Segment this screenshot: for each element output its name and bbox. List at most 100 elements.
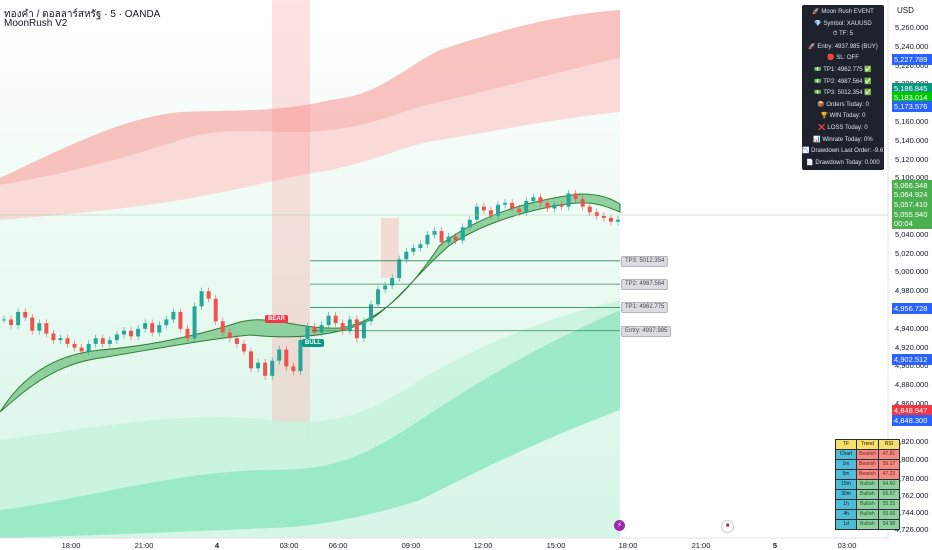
y-tick-label: 4,940.000 [895, 323, 929, 333]
trend-cell: Bullish [856, 519, 879, 530]
trend-ribbon [0, 193, 621, 413]
bull-signal: BULL [302, 339, 324, 347]
price-badge: 5,227.789 [892, 54, 932, 65]
trend-row: 30m Bullish 56.57 [835, 489, 900, 500]
candle-body [524, 200, 529, 213]
price-candles [2, 189, 620, 380]
lightning-icon[interactable]: ⚡ [614, 520, 625, 531]
y-tick-label: 4,900.000 [895, 361, 929, 371]
candle-body [481, 206, 486, 211]
trend-row: 5m Bearish 47.23 [835, 469, 900, 480]
candle-body [594, 212, 599, 217]
candle-body [573, 193, 578, 200]
price-badge: 5,066.348 [892, 180, 932, 191]
lower-band-outer [0, 310, 620, 538]
candle-body [79, 347, 84, 352]
candle-body [249, 351, 254, 369]
info-row: 🚀 Moon Rush EVENT [812, 9, 874, 15]
candle-body [121, 330, 126, 335]
x-tick-label: 09:00 [401, 541, 421, 550]
y-tick-label: 4,800.000 [895, 455, 929, 465]
candle-body [368, 304, 373, 322]
indicator-name: MoonRush V2 [4, 18, 68, 29]
candle-body [291, 366, 296, 372]
candle-body [587, 206, 592, 213]
candle-body [376, 289, 381, 305]
candle-body [474, 206, 479, 220]
x-tick-label: 06:00 [328, 541, 348, 550]
candle-body [284, 349, 289, 367]
candle-body [30, 317, 35, 331]
y-tick-label: 4,920.000 [895, 342, 929, 352]
y-tick-label: 4,762.000 [895, 491, 929, 501]
trend-cell: Bullish [856, 509, 879, 520]
x-tick-label: 4 [214, 541, 220, 550]
candle-body [65, 338, 70, 344]
info-row: 💵 TP2: 4987.564 ✅ [814, 78, 872, 85]
trend-row: 1h Bullish 55.25 [835, 499, 900, 510]
y-tick-label: 4,880.000 [895, 380, 929, 390]
trend-cell: Bearish [856, 459, 879, 470]
us-flag-icon[interactable]: ■ [721, 520, 734, 533]
trend-header-cell: TF [835, 439, 857, 450]
candle-body [23, 311, 28, 318]
level-label: TP1: 4962.775 [621, 302, 669, 314]
info-row: 📉 Drawdown Last Order: -9.675 [802, 148, 890, 155]
candle-body [206, 291, 211, 299]
rsi-cell: 56.57 [877, 489, 900, 500]
candle-body [404, 251, 409, 260]
candle-body [185, 328, 190, 339]
trend-cell: Bullish [856, 479, 879, 490]
candle-body [277, 349, 282, 361]
bear-highlight-zone [272, 0, 310, 445]
candle-body [51, 333, 56, 341]
y-tick-label: 5,220.000 [895, 60, 929, 70]
y-tick-label: 5,020.000 [895, 248, 929, 258]
candle-body [72, 343, 77, 348]
info-panel: 🚀 Moon Rush EVENT 💎 Symbol: XAUUSD ⏱ TF: 5… [802, 5, 890, 170]
candle-body [361, 321, 366, 339]
candle-body [488, 210, 493, 217]
tf-cell: 5m [835, 469, 857, 480]
rsi-cell: 55.56 [877, 509, 900, 520]
candle-body [256, 362, 261, 369]
info-row: 💎 Symbol: XAUUSD [814, 20, 872, 27]
candle-body [44, 323, 49, 334]
x-tick-label: 21:00 [134, 541, 154, 550]
candle-body [432, 231, 437, 235]
price-badge: 5,186.845 [892, 83, 932, 94]
candle-body [136, 328, 141, 337]
tf-cell: 1m [835, 459, 857, 470]
tf-cell: 4h [835, 509, 857, 520]
tp-level-lines [310, 260, 620, 332]
info-row: 📊 Winrate Today: 0% [813, 136, 873, 143]
price-badge: 5,173.576 [892, 101, 932, 112]
candle-body [503, 202, 508, 205]
bear-signal: BEAR [265, 315, 289, 323]
candle-body [340, 323, 345, 331]
x-tick-label: 12:00 [473, 541, 493, 550]
candle-body [129, 330, 134, 337]
level-label: TP3: 5012.354 [621, 255, 669, 267]
rsi-cell: 64.60 [877, 479, 900, 490]
candle-body [114, 334, 119, 341]
candle-body [616, 219, 620, 222]
candle-body [150, 323, 155, 333]
candle-body [496, 204, 501, 217]
candle-body [354, 319, 359, 339]
candle-body [305, 326, 310, 341]
candle-body [178, 311, 183, 329]
price-badge: 4,848.300 [892, 415, 932, 426]
info-row: 🔴 SL: OFF [827, 55, 859, 62]
candle-body [164, 319, 169, 326]
candle-body [86, 343, 91, 352]
candle-body [559, 204, 564, 207]
y-tick-label: 4,726.000 [895, 525, 929, 534]
trend-row: 1m Bearish 56.17 [835, 459, 900, 470]
x-tick-label: 03:00 [837, 541, 857, 550]
rsi-cell: 47.81 [877, 449, 900, 460]
rsi-cell: 47.23 [877, 469, 900, 480]
candle-body [312, 326, 317, 333]
candle-body [220, 321, 225, 333]
y-tick-label: 4,744.000 [895, 508, 929, 518]
